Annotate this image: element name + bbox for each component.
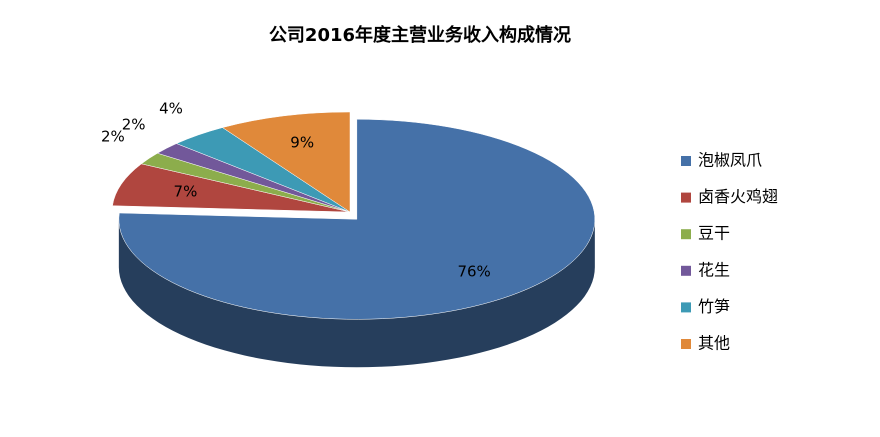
data-label: 9%	[290, 133, 314, 151]
legend-label: 豆干	[698, 224, 730, 243]
legend-swatch	[681, 192, 691, 203]
data-label: 4%	[159, 100, 183, 118]
chart-title: 公司2016年度主营业务收入构成情况	[269, 24, 571, 46]
legend-swatch	[681, 229, 691, 240]
slice	[112, 163, 351, 213]
data-label: 76%	[457, 262, 490, 280]
legend-swatch	[681, 339, 691, 349]
legend-swatch	[681, 265, 691, 276]
data-label: 7%	[174, 182, 198, 200]
slice	[221, 111, 351, 213]
legend-label: 花生	[698, 260, 730, 279]
legend-label: 其他	[698, 334, 730, 353]
legend-swatch	[681, 156, 691, 166]
slice	[118, 119, 596, 320]
legend-label: 泡椒凤爪	[698, 151, 762, 170]
legend-swatch	[681, 302, 691, 313]
data-label: 2%	[101, 127, 125, 145]
data-label: 2%	[122, 115, 146, 133]
slice-side	[118, 219, 595, 368]
legend-label: 卤香火鸡翅	[698, 187, 778, 206]
legend-label: 竹笋	[698, 297, 730, 316]
